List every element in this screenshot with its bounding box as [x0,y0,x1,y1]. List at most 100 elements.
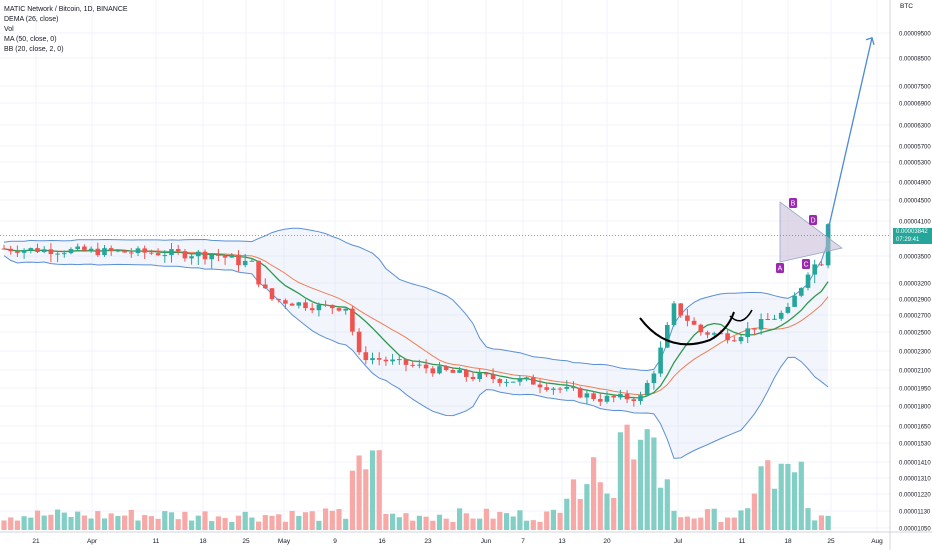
time-tick-label: 9 [333,538,337,545]
candle-body [812,264,817,275]
candle-body [276,299,281,301]
candle-body [129,252,134,254]
price-tick-label: 0.00001130 [899,510,931,516]
bollinger-upper-line [3,227,829,372]
candle-body [182,251,188,259]
volume-bar [162,511,168,530]
projection-arrow-head [865,36,875,45]
candle-body [216,254,221,256]
candle-body [209,254,214,260]
candle-body [370,358,375,361]
price-tick-label: 0.00003500 [899,255,931,261]
candle-body [437,366,442,374]
candle-body [222,255,228,258]
volume-bar [168,512,175,530]
volume-bar [309,511,315,530]
price-tick-label: 0.00002300 [899,350,931,356]
candle-body [671,303,677,325]
pattern-point-a-badge [776,263,784,273]
candle-body [169,249,174,256]
candle-body [778,312,784,319]
volume-bar [624,424,630,530]
candle-body [35,248,40,253]
candle-body [423,364,429,369]
volume-bar [436,514,443,530]
price-tick-label: 0.00009500 [899,32,931,38]
volume-bar [631,459,637,530]
candle-body [417,364,422,366]
volume-bar [658,487,664,530]
volume-bar [443,518,449,530]
candle-body [356,331,362,353]
volume-bar [691,518,697,530]
candle-body [162,255,168,257]
price-tick-label: 0.00001530 [899,442,931,448]
volume-bar [564,498,570,530]
cup-curve [639,311,735,346]
price-tick-label: 0.00006300 [899,124,931,130]
volume-bar [664,479,670,530]
volume-bar [222,518,228,530]
volume-bar [490,518,496,530]
volume-bar [450,521,456,530]
volume-bar [530,520,536,530]
candle-body [28,248,34,251]
candle-body [792,295,797,307]
volume-bar [430,520,436,530]
price-tick-label: 0.00001800 [899,405,931,411]
volume-bar [731,517,737,530]
time-tick-label: Jul [674,538,683,545]
candle-body [149,252,154,254]
candle-body [383,359,389,362]
volume-bar [517,510,523,530]
candle-body [618,393,623,398]
volume-bar [611,497,617,530]
time-tick-label: 25 [827,538,835,545]
candle-body [624,393,630,400]
candle-body [142,248,147,253]
candle-body [524,377,529,379]
volume-bar [122,515,128,530]
price-tick-label: 0.00002900 [899,298,931,304]
bollinger-fill [4,228,829,459]
volume-bar [14,520,20,530]
volume-bar [798,461,804,530]
volume-bar [577,499,583,530]
volume-bar [68,516,74,530]
volume-bar [477,518,483,530]
legend-vol: Vol [4,26,14,33]
indicator-lines [3,227,829,459]
price-tick-label: 0.00007500 [899,85,931,91]
volume-bar [725,517,731,530]
volume-bar [182,511,188,530]
candle-body [283,300,288,304]
volume-bar [604,493,610,530]
candle-body [450,369,456,373]
volume-bar [751,493,757,530]
candle-body [336,308,342,311]
volume-bar [55,509,61,530]
candle-body [651,373,657,384]
bollinger-band-fill [4,228,829,459]
volume-bar [698,517,704,530]
legend-bb: BB (20, close, 2, 0) [4,46,64,53]
candle-body [115,250,121,252]
annotations: A B C D [0,36,890,346]
volume-bar [8,517,14,530]
price-tick-label: 0.00002700 [899,314,931,320]
candle-body [135,248,141,254]
volume-bar [785,463,791,530]
pattern-point-c: C [803,262,808,269]
volume-bar [376,450,382,530]
volume-bar [825,515,831,530]
candle-body [772,318,777,320]
price-tick-label: 0.00001310 [899,477,931,483]
pattern-point-b: B [791,201,796,208]
candle-body [819,264,824,266]
candle-body [75,246,80,250]
time-tick-label: 20 [603,538,611,545]
candle-body [725,333,730,341]
volume-bar [570,479,577,530]
candle-body [196,251,201,257]
volume-bar [390,513,396,530]
